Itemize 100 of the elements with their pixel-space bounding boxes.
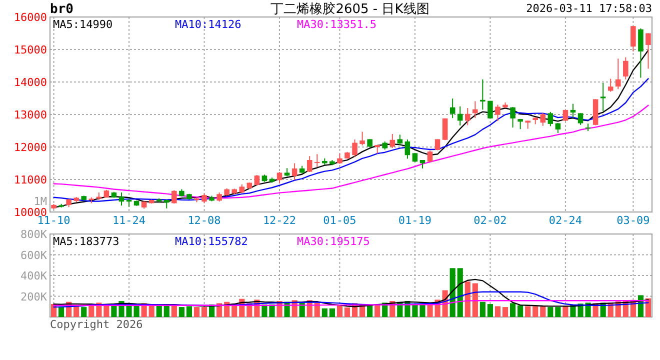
line-series [53,291,649,308]
bar [186,306,192,317]
bar [58,307,64,317]
candlestick [434,138,440,151]
bar [81,307,87,317]
bar [344,307,350,317]
bar [540,306,546,317]
text: MA5:14990 [53,18,113,31]
line-series [53,278,649,308]
y-tick-label: 200K [20,290,48,304]
bar [502,307,508,317]
candlestick [608,78,614,92]
bar [156,305,162,317]
annotation: br0 [50,2,74,17]
bar [74,306,80,317]
bar [487,304,493,317]
candlestick [555,122,561,134]
bar [262,304,268,317]
bar [480,302,486,317]
y-tick-label: 400K [20,270,48,282]
text: MA5:183773 [53,235,120,248]
y-tick-label: 11000 [14,174,47,186]
candlestick [630,26,636,52]
x-tick-label: 11-24 [112,214,146,227]
bar [134,305,140,317]
bar [329,308,335,317]
candlestick [172,190,177,204]
candlestick [427,150,433,162]
text: MA10:14126 [175,18,242,31]
candlestick [390,134,396,148]
candlestick [254,174,260,186]
y-tick-label: 800K [20,228,48,241]
bar [472,283,478,317]
x-tick-label: 02-02 [474,214,507,227]
candlestick [118,192,124,206]
candlestick [623,56,628,80]
candlestick [314,154,320,168]
candlestick [216,192,222,202]
y-tick-label: 12000 [14,141,47,154]
bar [555,307,561,317]
candlestick [337,153,342,164]
candlestick [510,106,516,128]
candlestick [646,32,651,70]
candlestick [404,139,410,160]
candlestick [450,98,456,119]
bar [464,282,470,317]
bar [178,307,184,317]
text: Copyright 2026 [50,318,143,331]
candlestick [600,82,606,112]
bar [322,308,328,317]
bar [457,268,463,317]
bar [450,268,456,317]
bar [518,305,524,317]
bar [216,303,222,317]
candlestick [548,111,554,127]
bar [194,307,200,317]
bar [201,307,208,317]
y-tick-label: 13000 [14,108,47,122]
x-tick-label: 03-09 [616,214,650,227]
x-tick-label: 12-08 [188,214,221,227]
candlestick [578,112,584,126]
candlestick [495,104,500,122]
bar [148,305,154,317]
candlestick [616,58,621,90]
y-tick-label: 14000 [14,76,47,89]
x-tick-label: 12-22 [262,214,296,227]
candlestick [457,106,463,126]
x-tick-label: 01-05 [323,214,356,227]
candlestick [276,172,282,184]
bar [548,307,554,317]
candlestick [540,112,546,126]
chart-title: 丁二烯橡胶2605 - 日K线图 [270,2,430,17]
candlestick [352,139,358,158]
candlestick [480,78,486,110]
bar [532,306,538,317]
candlestick [292,162,298,181]
candlestick [360,131,365,146]
candlestick [570,103,576,118]
bar [269,304,275,317]
candlestick [465,108,470,126]
candlestick [488,100,493,119]
candlestick [472,100,478,119]
text: MA30:195175 [297,235,370,248]
text: 2026-03-11 17:58:03 [526,2,652,15]
candlestick [638,28,644,78]
x-tick-label: 01-19 [398,214,432,227]
x-tick-label: 02-24 [548,214,582,227]
bar [420,304,426,317]
bar [494,306,501,317]
y-tick-label: 15000 [14,44,47,56]
bar [562,306,568,317]
candlestick [202,192,207,204]
bar [525,306,531,317]
bar [111,305,117,317]
candlestick [397,134,403,146]
text: MA10:155782 [175,235,248,248]
candlestick [518,118,523,130]
candlestick [306,156,312,173]
text: 1M [34,195,48,208]
bar [510,303,516,317]
